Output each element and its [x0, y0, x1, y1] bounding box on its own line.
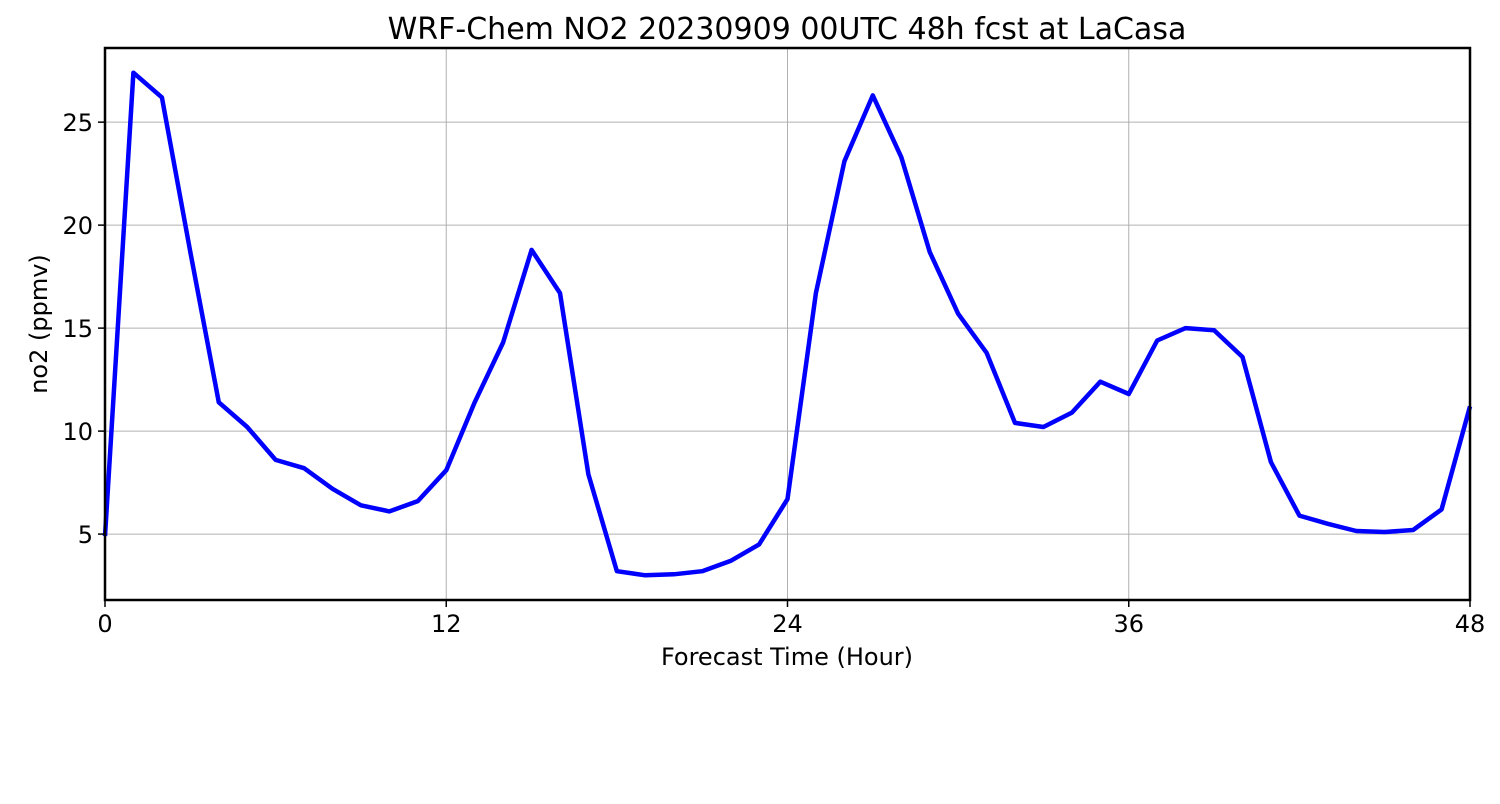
- y-tick-label: 15: [62, 315, 93, 343]
- y-tick-label: 20: [62, 212, 93, 240]
- y-tick-label: 5: [78, 521, 93, 549]
- x-tick-label: 36: [1113, 610, 1144, 638]
- x-tick-label: 12: [431, 610, 462, 638]
- grid-layer: [104, 48, 1471, 600]
- y-tick-label: 25: [62, 109, 93, 137]
- no2-series-line: [102, 70, 1473, 578]
- x-axis-ticks: 0 12 24 36 48: [97, 600, 1485, 638]
- x-tick-label: 24: [772, 610, 803, 638]
- x-tick-label: 48: [1455, 610, 1486, 638]
- y-axis-ticks: 5 10 15 20 25: [62, 109, 105, 549]
- series-layer: [102, 70, 1473, 578]
- chart-title: WRF-Chem NO2 20230909 00UTC 48h fcst at …: [388, 12, 1187, 47]
- y-axis-label: no2 (ppmv): [25, 254, 53, 394]
- x-tick-label: 0: [97, 610, 112, 638]
- x-axis-label: Forecast Time (Hour): [661, 643, 913, 671]
- y-tick-label: 10: [62, 418, 93, 446]
